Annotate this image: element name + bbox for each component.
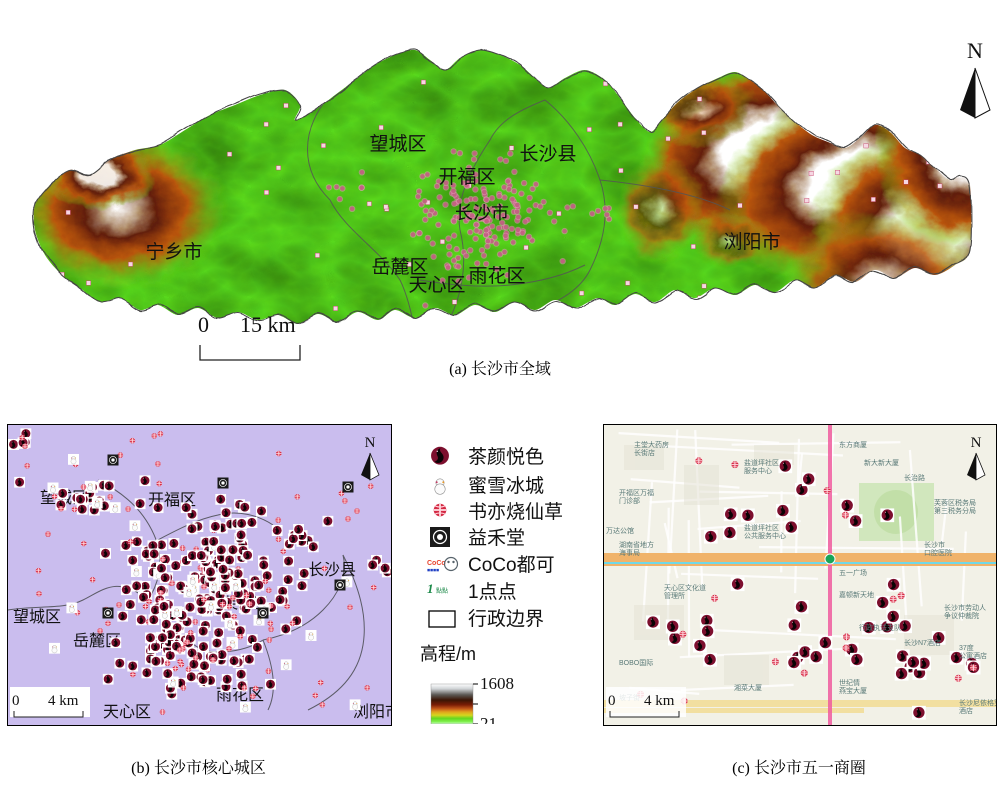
- svg-text:服务中心: 服务中心: [744, 466, 772, 475]
- svg-text:长沙市: 长沙市: [924, 540, 945, 549]
- svg-text:N: N: [365, 435, 376, 451]
- svg-text:浏阳市: 浏阳市: [723, 231, 780, 253]
- svg-text:盐道坪社区: 盐道坪社区: [744, 458, 779, 467]
- svg-text:门诊部: 门诊部: [619, 496, 640, 505]
- svg-text:0: 0: [12, 693, 20, 709]
- svg-text:长沙县: 长沙县: [308, 561, 356, 579]
- svg-text:嘉顿新天地: 嘉顿新天地: [839, 590, 874, 599]
- svg-text:N: N: [967, 38, 983, 63]
- svg-text:■■■■: ■■■■: [427, 568, 439, 574]
- svg-text:天心区: 天心区: [103, 703, 151, 721]
- svg-text:开福区万福: 开福区万福: [619, 488, 654, 497]
- svg-text:长沙尼依格罗: 长沙尼依格罗: [959, 698, 996, 707]
- svg-text:长街店: 长街店: [634, 448, 655, 457]
- svg-text:N: N: [971, 435, 982, 451]
- svg-text:燕宝大厦: 燕宝大厦: [839, 686, 867, 695]
- svg-text:點點: 點點: [436, 587, 448, 595]
- svg-text:天心区文化道: 天心区文化道: [664, 583, 706, 592]
- svg-text:1608: 1608: [480, 674, 514, 693]
- svg-text:主堂大药房: 主堂大药房: [634, 440, 669, 449]
- svg-text:万达公馆: 万达公馆: [606, 526, 634, 535]
- svg-text:雨花区: 雨花区: [468, 265, 525, 287]
- svg-text:0: 0: [608, 693, 616, 709]
- svg-text:长沙N7酒店: 长沙N7酒店: [904, 638, 941, 647]
- svg-text:新大新大厦: 新大新大厦: [864, 458, 899, 467]
- svg-text:公共服务中心: 公共服务中心: [744, 531, 786, 540]
- svg-text:第三税务分局: 第三税务分局: [934, 506, 976, 515]
- svg-text:五一广场: 五一广场: [839, 568, 867, 577]
- svg-text:长沙市劳动人: 长沙市劳动人: [944, 603, 986, 612]
- svg-text:15 km: 15 km: [240, 312, 296, 337]
- svg-text:芙蓉区税务局: 芙蓉区税务局: [934, 498, 976, 507]
- svg-text:长沙市: 长沙市: [455, 203, 509, 223]
- svg-text:高程/m: 高程/m: [420, 644, 476, 664]
- svg-text:0: 0: [198, 312, 209, 337]
- svg-text:BOBO国际: BOBO国际: [619, 658, 653, 667]
- svg-text:湘菜大厦: 湘菜大厦: [734, 683, 762, 692]
- svg-text:茶颜悦色: 茶颜悦色: [468, 446, 544, 468]
- svg-text:公寓酒店: 公寓酒店: [959, 651, 987, 660]
- svg-text:蜜雪冰城: 蜜雪冰城: [468, 475, 544, 497]
- svg-text:争议仲裁院: 争议仲裁院: [944, 611, 979, 620]
- svg-text:行政边界: 行政边界: [468, 608, 544, 630]
- svg-text:4 km: 4 km: [644, 693, 675, 709]
- svg-text:开福区: 开福区: [438, 166, 495, 188]
- svg-text:CoCo都可: CoCo都可: [468, 554, 555, 576]
- svg-text:望城区: 望城区: [13, 608, 61, 626]
- svg-text:书亦烧仙草: 书亦烧仙草: [468, 501, 563, 523]
- svg-text:1点点: 1点点: [468, 581, 517, 603]
- svg-text:CoCo: CoCo: [427, 560, 446, 567]
- svg-text:益禾堂: 益禾堂: [468, 527, 525, 549]
- svg-text:4 km: 4 km: [48, 693, 79, 709]
- svg-text:1: 1: [427, 581, 434, 596]
- svg-text:湖南省地方: 湖南省地方: [619, 540, 654, 549]
- svg-text:望城区: 望城区: [369, 133, 426, 155]
- svg-text:长沙县: 长沙县: [519, 143, 576, 165]
- svg-text:口腔医院: 口腔医院: [924, 548, 952, 557]
- svg-text:管理所: 管理所: [664, 591, 685, 600]
- svg-text:宁乡市: 宁乡市: [145, 241, 202, 263]
- svg-text:长治路: 长治路: [904, 473, 925, 482]
- svg-text:世纪情: 世纪情: [839, 678, 860, 687]
- svg-text:行政执法支队: 行政执法支队: [859, 623, 901, 632]
- svg-text:21: 21: [480, 714, 497, 724]
- svg-text:海事局: 海事局: [619, 548, 640, 557]
- svg-text:37度: 37度: [959, 643, 974, 652]
- svg-text:东方商厦: 东方商厦: [839, 440, 867, 449]
- svg-text:酒店: 酒店: [959, 706, 973, 715]
- svg-text:盐道坪社区: 盐道坪社区: [744, 523, 779, 532]
- svg-text:天心区: 天心区: [408, 275, 465, 296]
